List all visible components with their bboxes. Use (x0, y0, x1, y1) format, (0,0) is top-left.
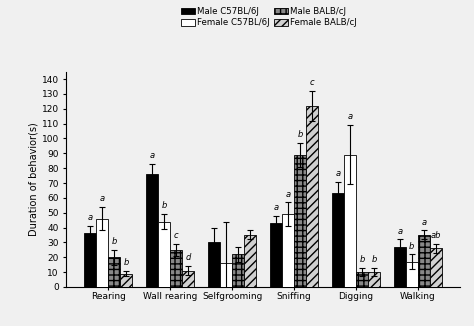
Text: b: b (124, 258, 129, 267)
Bar (332, 193, 344, 287)
Bar (208, 242, 220, 287)
Bar (418, 235, 430, 287)
Bar (244, 235, 256, 287)
Text: a: a (100, 194, 105, 203)
Bar (120, 274, 132, 287)
Bar (368, 272, 380, 287)
Text: d: d (186, 253, 191, 262)
Text: a: a (347, 112, 353, 121)
Y-axis label: Duration of behavior(s): Duration of behavior(s) (29, 123, 39, 236)
Text: a: a (273, 203, 279, 212)
Bar (182, 271, 194, 287)
Bar (294, 155, 306, 287)
Bar (96, 219, 109, 287)
Text: c: c (310, 78, 314, 87)
Text: a: a (397, 227, 402, 236)
Bar (232, 254, 244, 287)
Text: a: a (150, 151, 155, 160)
Bar (430, 248, 442, 287)
Bar (356, 272, 368, 287)
Bar (306, 106, 318, 287)
Text: b: b (359, 255, 365, 264)
Bar (406, 262, 418, 287)
Bar (170, 250, 182, 287)
Bar (282, 214, 294, 287)
Legend: Male C57BL/6J, Female C57BL/6J, Male BALB/cJ, Female BALB/cJ: Male C57BL/6J, Female C57BL/6J, Male BAL… (181, 7, 357, 27)
Text: a: a (335, 169, 340, 178)
Bar (158, 222, 170, 287)
Bar (220, 263, 232, 287)
Text: ab: ab (431, 231, 441, 240)
Text: a: a (421, 218, 427, 227)
Text: b: b (112, 237, 117, 246)
Text: b: b (371, 255, 377, 264)
Bar (394, 247, 406, 287)
Text: a: a (88, 213, 93, 222)
Text: a: a (285, 190, 291, 199)
Bar (270, 223, 282, 287)
Text: b: b (409, 242, 414, 250)
Text: c: c (174, 231, 179, 240)
Bar (146, 174, 158, 287)
Bar (84, 233, 96, 287)
Bar (344, 155, 356, 287)
Text: b: b (297, 130, 303, 139)
Bar (109, 257, 120, 287)
Text: b: b (162, 201, 167, 211)
